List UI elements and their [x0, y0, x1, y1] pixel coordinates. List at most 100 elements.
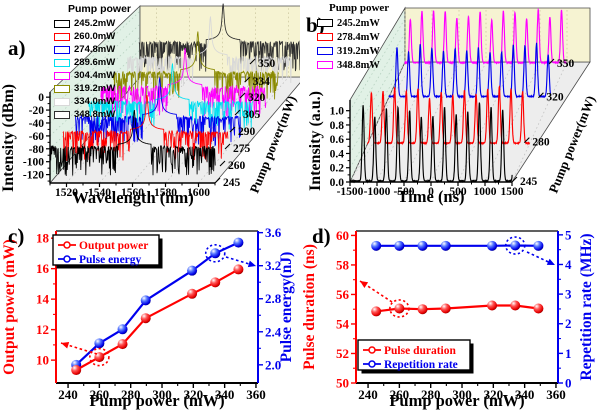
svg-text:60: 60 — [336, 228, 349, 243]
svg-text:Pulse duration: Pulse duration — [384, 345, 456, 357]
legend-item: 274.8mW — [54, 43, 131, 56]
legend-title: Pump power — [68, 3, 132, 15]
svg-text:280: 280 — [121, 387, 141, 402]
svg-text:-20: -20 — [29, 105, 45, 117]
svg-text:340: 340 — [515, 387, 535, 402]
svg-text:Pulse duration (ns): Pulse duration (ns) — [301, 244, 318, 370]
svg-text:1.0: 1.0 — [330, 106, 345, 118]
legend-item-label: 274.8mW — [74, 44, 116, 55]
svg-text:350: 350 — [557, 58, 575, 70]
legend-item: 278.4mW — [317, 30, 389, 44]
svg-text:260: 260 — [90, 387, 110, 402]
svg-text:280: 280 — [421, 387, 441, 402]
legend-item: 319.2mW — [54, 82, 131, 95]
panel-a-spectra-chart: 1520 1540 1560 1580 1600 0-20-40-60-80-100-12… — [0, 3, 300, 207]
svg-text:-500: -500 — [393, 186, 414, 198]
legend-title: Pump power — [329, 2, 390, 14]
svg-text:2.4: 2.4 — [265, 324, 282, 339]
svg-text:4: 4 — [565, 257, 572, 272]
svg-text:Time (ns): Time (ns) — [397, 187, 464, 206]
legend-swatch — [317, 33, 333, 41]
svg-text:1600: 1600 — [187, 187, 210, 199]
svg-text:14: 14 — [36, 292, 50, 307]
legend-item-label: 348.8mW — [74, 109, 116, 120]
svg-text:1500: 1500 — [501, 186, 524, 198]
legend-item-label: 334.0mW — [74, 96, 116, 107]
legend-swatch — [54, 32, 70, 41]
svg-text:290: 290 — [238, 126, 256, 138]
svg-text:245: 245 — [223, 177, 241, 189]
legend-item: 334.0mW — [54, 95, 131, 108]
panel-c-output-power-chart: 240 260 280 300 320 340 360 10 12 14 16 18 2.0 2.4 2.8… — [1, 225, 295, 410]
svg-text:0.2: 0.2 — [330, 163, 345, 175]
svg-text:52: 52 — [336, 346, 349, 361]
svg-text:360: 360 — [246, 387, 266, 402]
legend-swatch — [54, 71, 70, 80]
legend-item: 260.0mW — [54, 30, 131, 43]
svg-text:50: 50 — [336, 376, 349, 391]
svg-text:18: 18 — [36, 231, 50, 246]
svg-text:-40: -40 — [29, 118, 45, 130]
legend-swatch — [317, 47, 333, 55]
svg-text:Pump power (mW): Pump power (mW) — [89, 391, 224, 410]
svg-text:2: 2 — [565, 316, 572, 331]
legend-swatch — [54, 84, 70, 93]
svg-text:0.0: 0.0 — [330, 177, 345, 189]
legend-item-label: 278.4mW — [337, 31, 380, 43]
svg-text:Pump power (mW): Pump power (mW) — [389, 391, 524, 410]
svg-text:58: 58 — [336, 257, 350, 272]
legend-swatch — [54, 45, 70, 54]
svg-text:-80: -80 — [29, 144, 45, 156]
svg-text:Intensity (a.u.): Intensity (a.u.) — [307, 91, 324, 191]
svg-text:334: 334 — [253, 76, 271, 88]
svg-text:0.4: 0.4 — [330, 148, 345, 160]
legend-item-label: 245.2mW — [74, 18, 116, 29]
panel-a-legend: Pump power 245.2mW 260.0mW 274.8mW 289.6mW 3… — [54, 3, 131, 121]
legend-swatch — [54, 97, 70, 106]
svg-text:54: 54 — [336, 316, 350, 331]
svg-text:245: 245 — [520, 176, 538, 188]
svg-text:0: 0 — [428, 186, 434, 198]
svg-text:2.0: 2.0 — [265, 357, 281, 372]
svg-text:320: 320 — [546, 92, 564, 104]
svg-text:-120: -120 — [23, 170, 44, 182]
legend-item: 289.6mW — [54, 56, 131, 69]
panel-b-pulsetrain-chart: -1500 -1000 -500 0 500 1000 1500 0.0 0.2 0.4 0.6 0.… — [307, 6, 598, 206]
svg-text:Pulse energy: Pulse energy — [79, 254, 142, 266]
svg-text:1000: 1000 — [474, 186, 497, 198]
svg-text:12: 12 — [36, 322, 49, 337]
legend-item: 319.2mW — [317, 44, 389, 58]
panel-b-legend: Pump power 245.2mW 278.4mW 319.2mW 348.8mW — [317, 2, 389, 72]
svg-text:320: 320 — [484, 387, 504, 402]
svg-text:Pulse energy(nJ): Pulse energy(nJ) — [278, 252, 295, 363]
svg-text:1520: 1520 — [55, 187, 78, 199]
svg-text:260: 260 — [228, 160, 246, 172]
svg-text:360: 360 — [546, 387, 566, 402]
svg-text:Output power (mW): Output power (mW) — [1, 239, 18, 375]
panel-label-d: d) — [312, 224, 331, 248]
svg-text:300: 300 — [452, 387, 472, 402]
svg-text:Repetition rate (MHz): Repetition rate (MHz) — [578, 233, 595, 380]
svg-text:0: 0 — [565, 376, 572, 391]
legend-item-label: 304.4mW — [74, 70, 116, 81]
svg-text:305: 305 — [243, 109, 261, 121]
legend-swatch — [54, 58, 70, 67]
svg-text:500: 500 — [449, 186, 467, 198]
svg-text:0.6: 0.6 — [330, 134, 345, 146]
legend-item-label: 348.8mW — [337, 59, 380, 71]
svg-text:-100: -100 — [23, 157, 44, 169]
svg-text:280: 280 — [532, 137, 550, 149]
svg-text:Repetition rate: Repetition rate — [384, 359, 458, 371]
svg-text:-60: -60 — [29, 131, 45, 143]
svg-text:-1000: -1000 — [364, 186, 391, 198]
svg-text:3: 3 — [565, 287, 572, 302]
svg-text:1560: 1560 — [121, 187, 144, 199]
legend-item: 245.2mW — [317, 16, 389, 30]
legend-swatch — [54, 110, 70, 119]
panel-d-pulse-duration-chart: 240 260 280 300 320 340 360 50 52 54 56 58 60 0 1 2 3 4 5 P… — [301, 227, 595, 410]
svg-text:3.6: 3.6 — [265, 225, 282, 240]
legend-item: 348.8mW — [317, 58, 389, 72]
svg-text:-1500: -1500 — [337, 186, 364, 198]
svg-text:3.2: 3.2 — [265, 258, 281, 273]
